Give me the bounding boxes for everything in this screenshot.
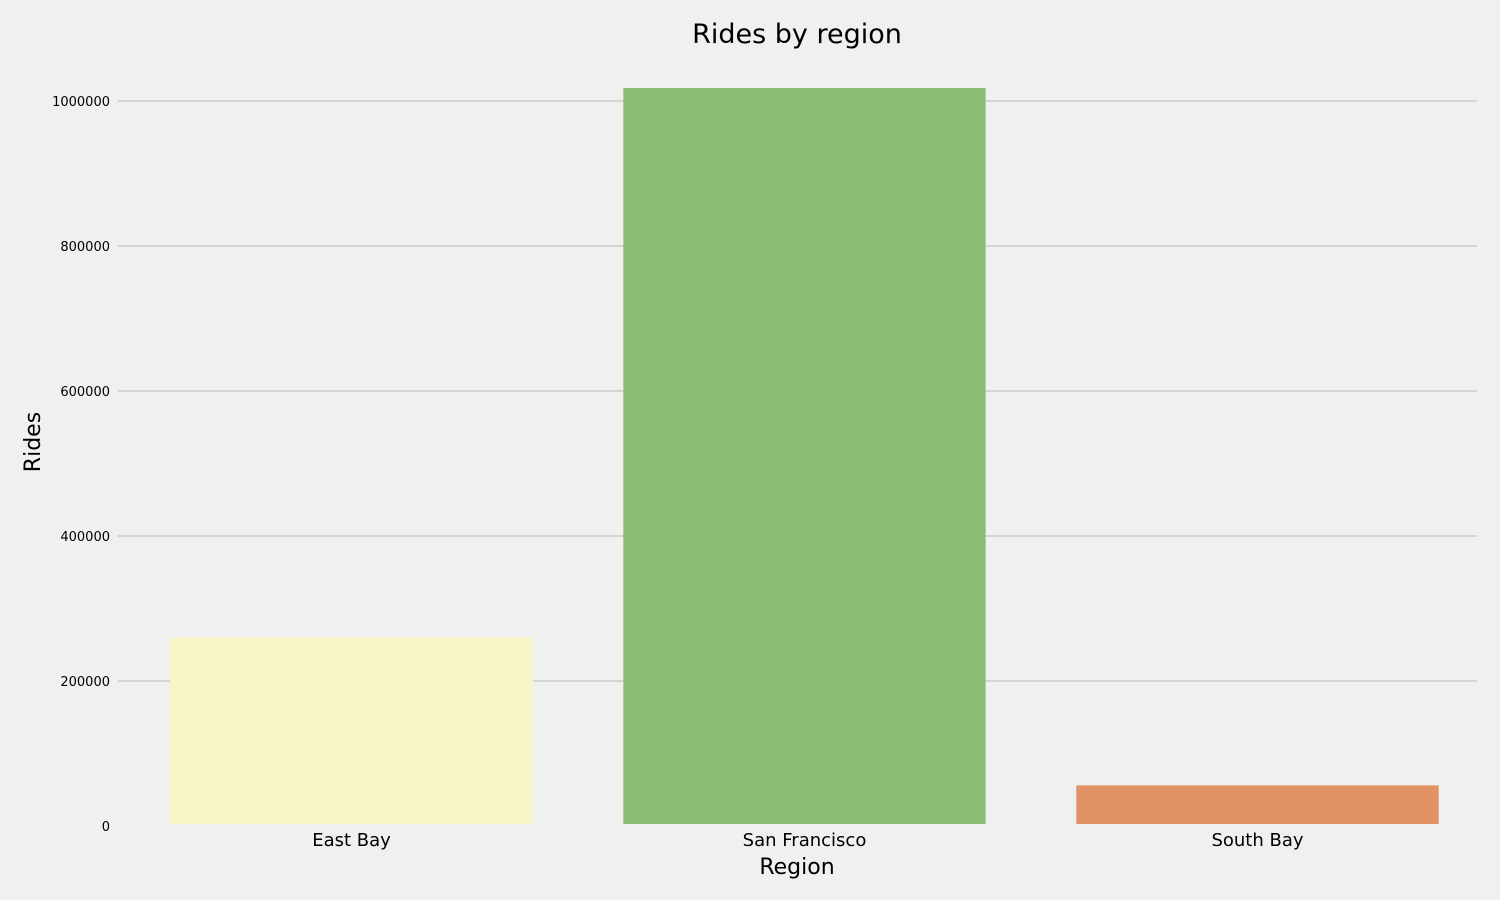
x-axis-label: Region: [759, 855, 834, 880]
y-tick-label: 400000: [60, 530, 110, 545]
y-tick-label: 1000000: [52, 95, 110, 110]
bars: [170, 87, 1439, 824]
x-tick-label: San Francisco: [743, 830, 867, 851]
bar-south-bay: [1076, 785, 1439, 824]
x-tick-label: South Bay: [1211, 830, 1303, 851]
y-axis-label: Rides: [21, 412, 46, 472]
y-axis-ticks: 0 200000 400000 600000 800000 1000000: [52, 95, 110, 835]
chart-title: Rides by region: [692, 19, 902, 50]
bar-east-bay: [170, 637, 533, 824]
bar-san-francisco: [623, 87, 986, 824]
x-axis-categories: East Bay San Francisco South Bay: [312, 830, 1304, 851]
y-tick-label: 0: [102, 820, 110, 835]
x-tick-label: East Bay: [312, 830, 391, 851]
y-tick-label: 800000: [60, 240, 110, 255]
y-tick-label: 600000: [60, 385, 110, 400]
y-tick-label: 200000: [60, 675, 110, 690]
